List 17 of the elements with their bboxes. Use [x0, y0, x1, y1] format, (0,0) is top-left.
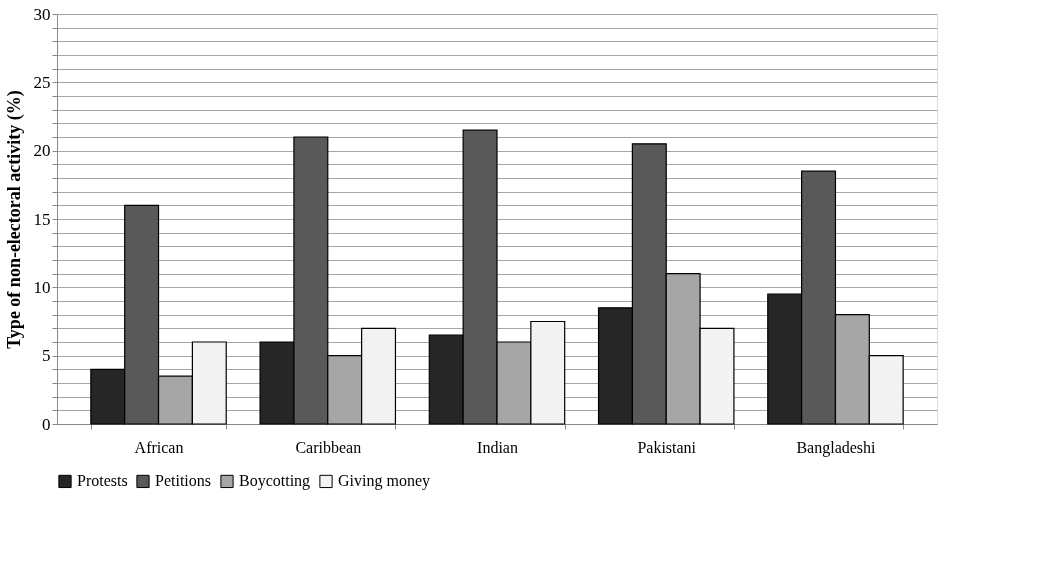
y-tick-label: 0	[42, 414, 51, 434]
legend-label: Petitions	[155, 472, 212, 490]
y-tick-label: 20	[33, 141, 51, 161]
legend-label: Protests	[77, 472, 128, 490]
y-tick-label: 30	[33, 4, 51, 24]
y-tick-label: 10	[33, 277, 51, 297]
x-tick-label: Pakistani	[637, 438, 697, 456]
y-tick-label: 25	[33, 72, 51, 92]
y-tick-label: 15	[33, 209, 51, 229]
y-tick-label: 5	[42, 346, 51, 366]
x-tick-label: Bangladeshi	[796, 438, 877, 457]
x-tick-label: Indian	[477, 438, 518, 456]
y-axis-title: Type of non-electoral activity (%)	[3, 90, 25, 349]
x-tick-label: African	[134, 438, 184, 456]
legend-label: Giving money	[338, 472, 430, 491]
legend-label: Boycotting	[239, 472, 311, 491]
x-tick-label: Caribbean	[295, 438, 362, 456]
